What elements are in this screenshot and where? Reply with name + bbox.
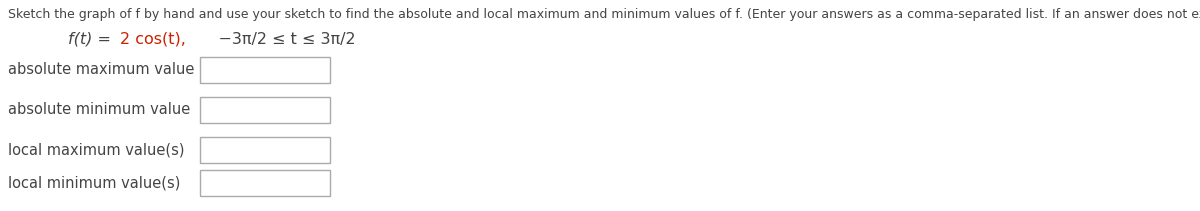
Text: f(t) =: f(t) =	[68, 32, 116, 47]
Text: Sketch the graph of f by hand and use your sketch to find the absolute and local: Sketch the graph of f by hand and use yo…	[8, 8, 1200, 21]
Text: absolute minimum value: absolute minimum value	[8, 103, 191, 118]
Bar	[200, 170, 330, 196]
Bar	[200, 57, 330, 83]
Text: absolute maximum value: absolute maximum value	[8, 62, 194, 77]
Bar	[200, 137, 330, 163]
Text: local minimum value(s): local minimum value(s)	[8, 176, 180, 191]
Bar	[200, 97, 330, 123]
Text: local maximum value(s): local maximum value(s)	[8, 142, 185, 157]
Text: 2 cos(t),: 2 cos(t),	[120, 32, 186, 47]
Text: −3π/2 ≤ t ≤ 3π/2: −3π/2 ≤ t ≤ 3π/2	[198, 32, 355, 47]
